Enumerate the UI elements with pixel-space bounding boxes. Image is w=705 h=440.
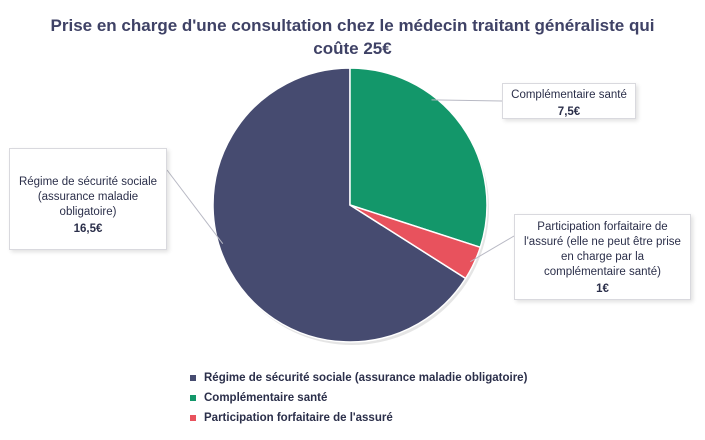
callout-securite-sociale-value: 16,5€ <box>73 223 103 235</box>
chart-legend: Régime de sécurité sociale (assurance ma… <box>190 368 527 428</box>
callout-complementaire-line-1: Complémentaire santé <box>511 89 627 101</box>
callout-securite-sociale-line-3: obligatoire) <box>59 206 117 218</box>
callout-securite-sociale: Régime de sécurité sociale (assurance ma… <box>9 148 167 250</box>
leader-line-complementaire <box>431 99 503 102</box>
chart-title-line-2: coûte 25€ <box>313 39 392 58</box>
legend-item-participation: Participation forfaitaire de l'assuré <box>190 408 527 428</box>
slice-securite-sociale <box>212 67 467 343</box>
callout-securite-sociale-line-1: Régime de sécurité sociale <box>18 176 158 188</box>
legend-item-securite-sociale: Régime de sécurité sociale (assurance ma… <box>190 368 527 388</box>
legend-label-complementaire: Complémentaire santé <box>204 392 328 404</box>
legend-swatch-participation <box>190 415 196 421</box>
legend-label-participation: Participation forfaitaire de l'assuré <box>204 412 393 424</box>
callout-participation-line-2: l'assuré (elle ne peut être prise <box>524 236 681 248</box>
leader-line-securite-sociale <box>166 169 224 245</box>
leader-line-participation <box>470 235 515 263</box>
chart-title: Prise en charge d'une consultation chez … <box>40 14 665 60</box>
callout-participation-line-1: Participation forfaitaire de <box>537 221 668 233</box>
callout-participation-line-3: en charge par la <box>560 251 645 263</box>
callout-complementaire: Complémentaire santé 7,5€ <box>502 83 636 119</box>
legend-swatch-securite-sociale <box>190 375 196 381</box>
legend-swatch-complementaire <box>190 395 196 401</box>
legend-label-securite-sociale: Régime de sécurité sociale (assurance ma… <box>204 372 528 384</box>
legend-item-complementaire: Complémentaire santé <box>190 388 527 408</box>
slice-participation <box>349 204 482 280</box>
slice-complementaire <box>349 67 488 249</box>
callout-participation: Participation forfaitaire de l'assuré (e… <box>514 214 691 300</box>
callout-complementaire-value: 7,5€ <box>557 106 581 118</box>
chart-title-line-1: Prise en charge d'une consultation chez … <box>50 16 655 35</box>
callout-participation-value: 1€ <box>596 283 609 295</box>
callout-securite-sociale-line-2: (assurance maladie <box>37 191 139 203</box>
callout-participation-line-4: complémentaire santé) <box>544 266 661 278</box>
